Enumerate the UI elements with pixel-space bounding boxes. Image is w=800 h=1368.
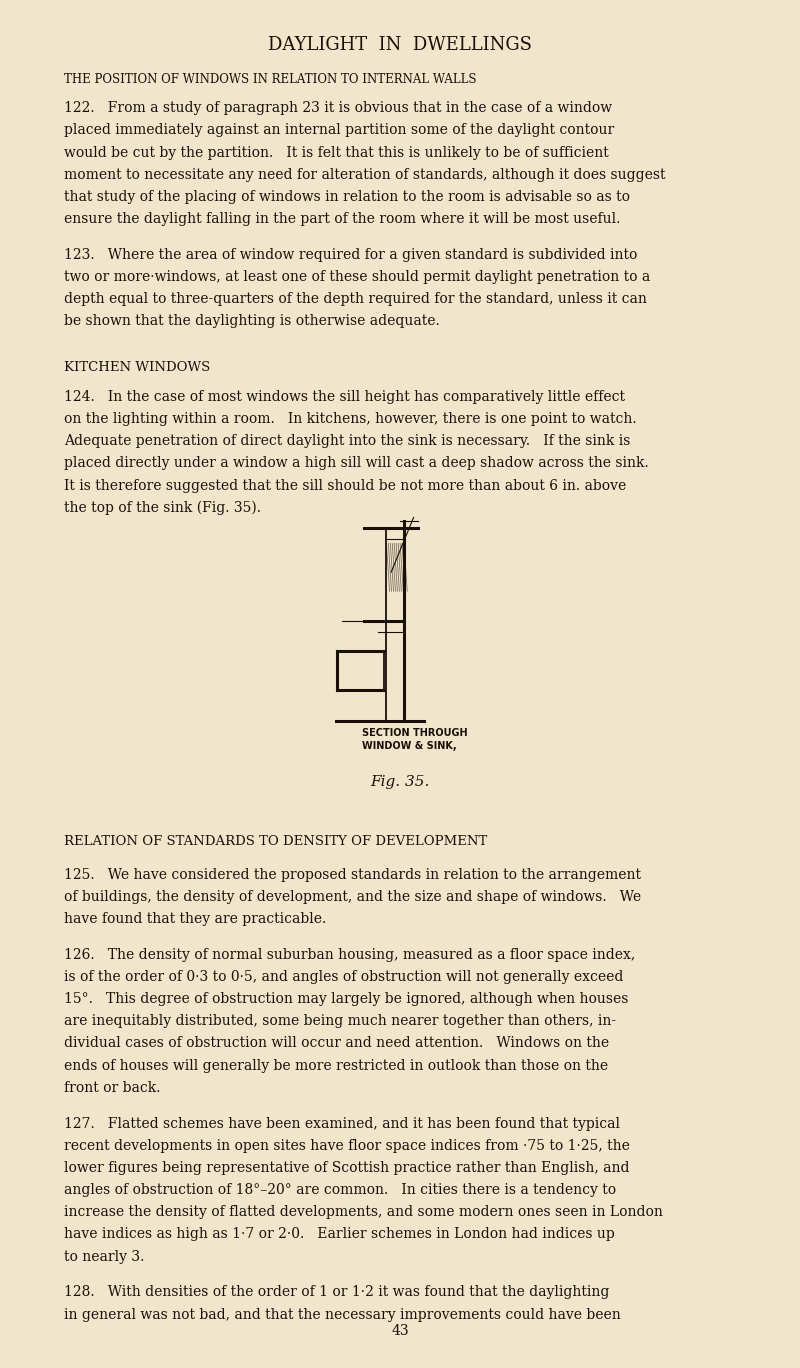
Text: Adequate penetration of direct daylight into the sink is necessary.   If the sin: Adequate penetration of direct daylight … [64,434,630,449]
Text: angles of obstruction of 18°–20° are common.   In cities there is a tendency to: angles of obstruction of 18°–20° are com… [64,1183,616,1197]
Text: be shown that the daylighting is otherwise adequate.: be shown that the daylighting is otherwi… [64,315,440,328]
Text: depth equal to three-quarters of the depth required for the standard, unless it : depth equal to three-quarters of the dep… [64,293,647,306]
Text: would be cut by the partition.   It is felt that this is unlikely to be of suffi: would be cut by the partition. It is fel… [64,145,609,160]
Text: have indices as high as 1·7 or 2·0.   Earlier schemes in London had indices up: have indices as high as 1·7 or 2·0. Earl… [64,1227,614,1241]
Text: placed immediately against an internal partition some of the daylight contour: placed immediately against an internal p… [64,123,614,137]
Text: 125.   We have considered the proposed standards in relation to the arrangement: 125. We have considered the proposed sta… [64,867,641,881]
Text: THE POSITION OF WINDOWS IN RELATION TO INTERNAL WALLS: THE POSITION OF WINDOWS IN RELATION TO I… [64,73,477,86]
Text: to nearly 3.: to nearly 3. [64,1249,144,1264]
Text: 15°.   This degree of obstruction may largely be ignored, although when houses: 15°. This degree of obstruction may larg… [64,992,628,1005]
Text: increase the density of flatted developments, and some modern ones seen in Londo: increase the density of flatted developm… [64,1205,663,1219]
Text: RELATION OF STANDARDS TO DENSITY OF DEVELOPMENT: RELATION OF STANDARDS TO DENSITY OF DEVE… [64,834,487,848]
Text: 128.   With densities of the order of 1 or 1·2 it was found that the daylighting: 128. With densities of the order of 1 or… [64,1286,610,1300]
Text: moment to necessitate any need for alteration of standards, although it does sug: moment to necessitate any need for alter… [64,168,666,182]
Text: lower figures being representative of Scottish practice rather than English, and: lower figures being representative of Sc… [64,1161,630,1175]
Text: 122.   From a study of paragraph 23 it is obvious that in the case of a window: 122. From a study of paragraph 23 it is … [64,101,612,115]
Text: the top of the sink (Fig. 35).: the top of the sink (Fig. 35). [64,501,261,516]
Text: are inequitably distributed, some being much nearer together than others, in-: are inequitably distributed, some being … [64,1014,616,1029]
Text: ends of houses will generally be more restricted in outlook than those on the: ends of houses will generally be more re… [64,1059,608,1073]
Text: 43: 43 [391,1324,409,1338]
Text: of buildings, the density of development, and the size and shape of windows.   W: of buildings, the density of development… [64,889,641,904]
Text: ensure the daylight falling in the part of the room where it will be most useful: ensure the daylight falling in the part … [64,212,620,226]
Text: on the lighting within a room.   In kitchens, however, there is one point to wat: on the lighting within a room. In kitche… [64,412,637,425]
Text: 124.   In the case of most windows the sill height has comparatively little effe: 124. In the case of most windows the sil… [64,390,625,404]
Text: placed directly under a window a high sill will cast a deep shadow across the si: placed directly under a window a high si… [64,457,649,471]
Text: is of the order of 0·3 to 0·5, and angles of obstruction will not generally exce: is of the order of 0·3 to 0·5, and angle… [64,970,623,984]
Text: in general was not bad, and that the necessary improvements could have been: in general was not bad, and that the nec… [64,1308,621,1321]
Text: have found that they are practicable.: have found that they are practicable. [64,912,326,926]
Text: front or back.: front or back. [64,1081,161,1094]
Text: 127.   Flatted schemes have been examined, and it has been found that typical: 127. Flatted schemes have been examined,… [64,1116,620,1130]
Text: recent developments in open sites have floor space indices from ·75 to 1·25, the: recent developments in open sites have f… [64,1138,630,1153]
Text: dividual cases of obstruction will occur and need attention.   Windows on the: dividual cases of obstruction will occur… [64,1037,609,1051]
Text: two or more·windows, at least one of these should permit daylight penetration to: two or more·windows, at least one of the… [64,269,650,285]
Text: 123.   Where the area of window required for a given standard is subdivided into: 123. Where the area of window required f… [64,248,638,261]
Text: 126.   The density of normal suburban housing, measured as a floor space index,: 126. The density of normal suburban hous… [64,948,635,962]
Text: DAYLIGHT  IN  DWELLINGS: DAYLIGHT IN DWELLINGS [268,36,532,53]
Text: It is therefore suggested that the sill should be not more than about 6 in. abov: It is therefore suggested that the sill … [64,479,626,492]
Text: that study of the placing of windows in relation to the room is advisable so as : that study of the placing of windows in … [64,190,630,204]
Text: KITCHEN WINDOWS: KITCHEN WINDOWS [64,361,210,375]
Text: Fig. 35.: Fig. 35. [370,774,430,788]
Text: SECTION THROUGH
WINDOW & SINK,: SECTION THROUGH WINDOW & SINK, [362,728,467,751]
